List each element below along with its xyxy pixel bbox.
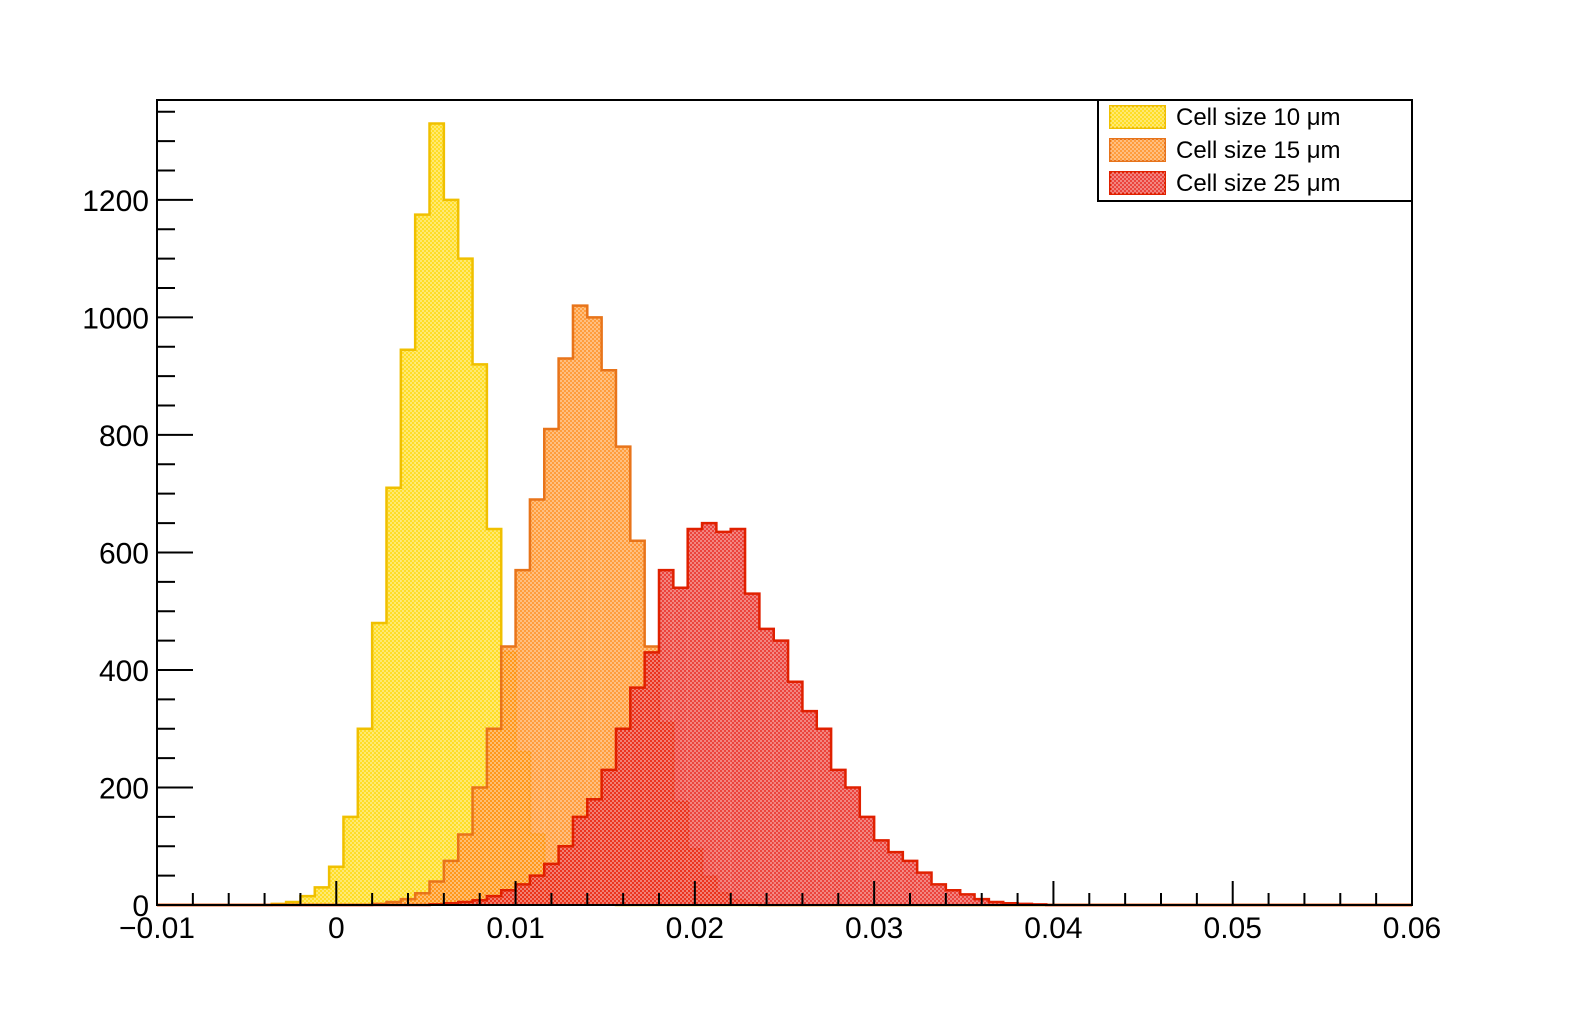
legend-label: Cell size 25 μm xyxy=(1176,170,1341,197)
axis-layer: −0.01 0 0.01 0.02 0.03 0.04 0.05 0.060200400600… xyxy=(82,110,1441,945)
x-tick-label: 0.04 xyxy=(1024,912,1082,945)
legend-swatch-hatch xyxy=(1110,106,1165,128)
x-tick-label: 0.01 xyxy=(486,912,544,945)
x-tick-label: 0 xyxy=(328,912,345,945)
series-hatch xyxy=(157,123,1412,905)
legend-label: Cell size 15 μm xyxy=(1176,137,1341,164)
y-tick-label: 400 xyxy=(99,655,149,688)
x-tick-label: 0.05 xyxy=(1204,912,1262,945)
series-layer xyxy=(157,122,1412,907)
legend-entry: Cell size 10 μm xyxy=(1109,104,1341,131)
legend-swatch-hatch xyxy=(1110,172,1165,194)
y-tick-label: 1000 xyxy=(82,302,149,335)
x-tick-label: 0.02 xyxy=(666,912,724,945)
legend-entry: Cell size 15 μm xyxy=(1109,137,1341,164)
y-tick-label: 0 xyxy=(132,890,149,923)
y-tick-label: 1200 xyxy=(82,185,149,218)
legend-entry: Cell size 25 μm xyxy=(1109,170,1341,197)
legend: Cell size 10 μm Cell size 15 μm Cell size … xyxy=(1097,99,1413,202)
x-tick-label: 0.03 xyxy=(845,912,903,945)
x-tick-label: 0.06 xyxy=(1383,912,1441,945)
y-tick-label: 600 xyxy=(99,537,149,570)
series-3 xyxy=(157,521,1412,907)
series-hatch xyxy=(157,523,1412,905)
y-tick-label: 800 xyxy=(99,420,149,453)
x-tick-label: −0.01 xyxy=(119,912,195,945)
y-tick-label: 200 xyxy=(99,772,149,805)
legend-swatch-hatch xyxy=(1110,139,1165,161)
legend-label: Cell size 10 μm xyxy=(1176,104,1341,131)
plot-frame xyxy=(156,99,1413,906)
